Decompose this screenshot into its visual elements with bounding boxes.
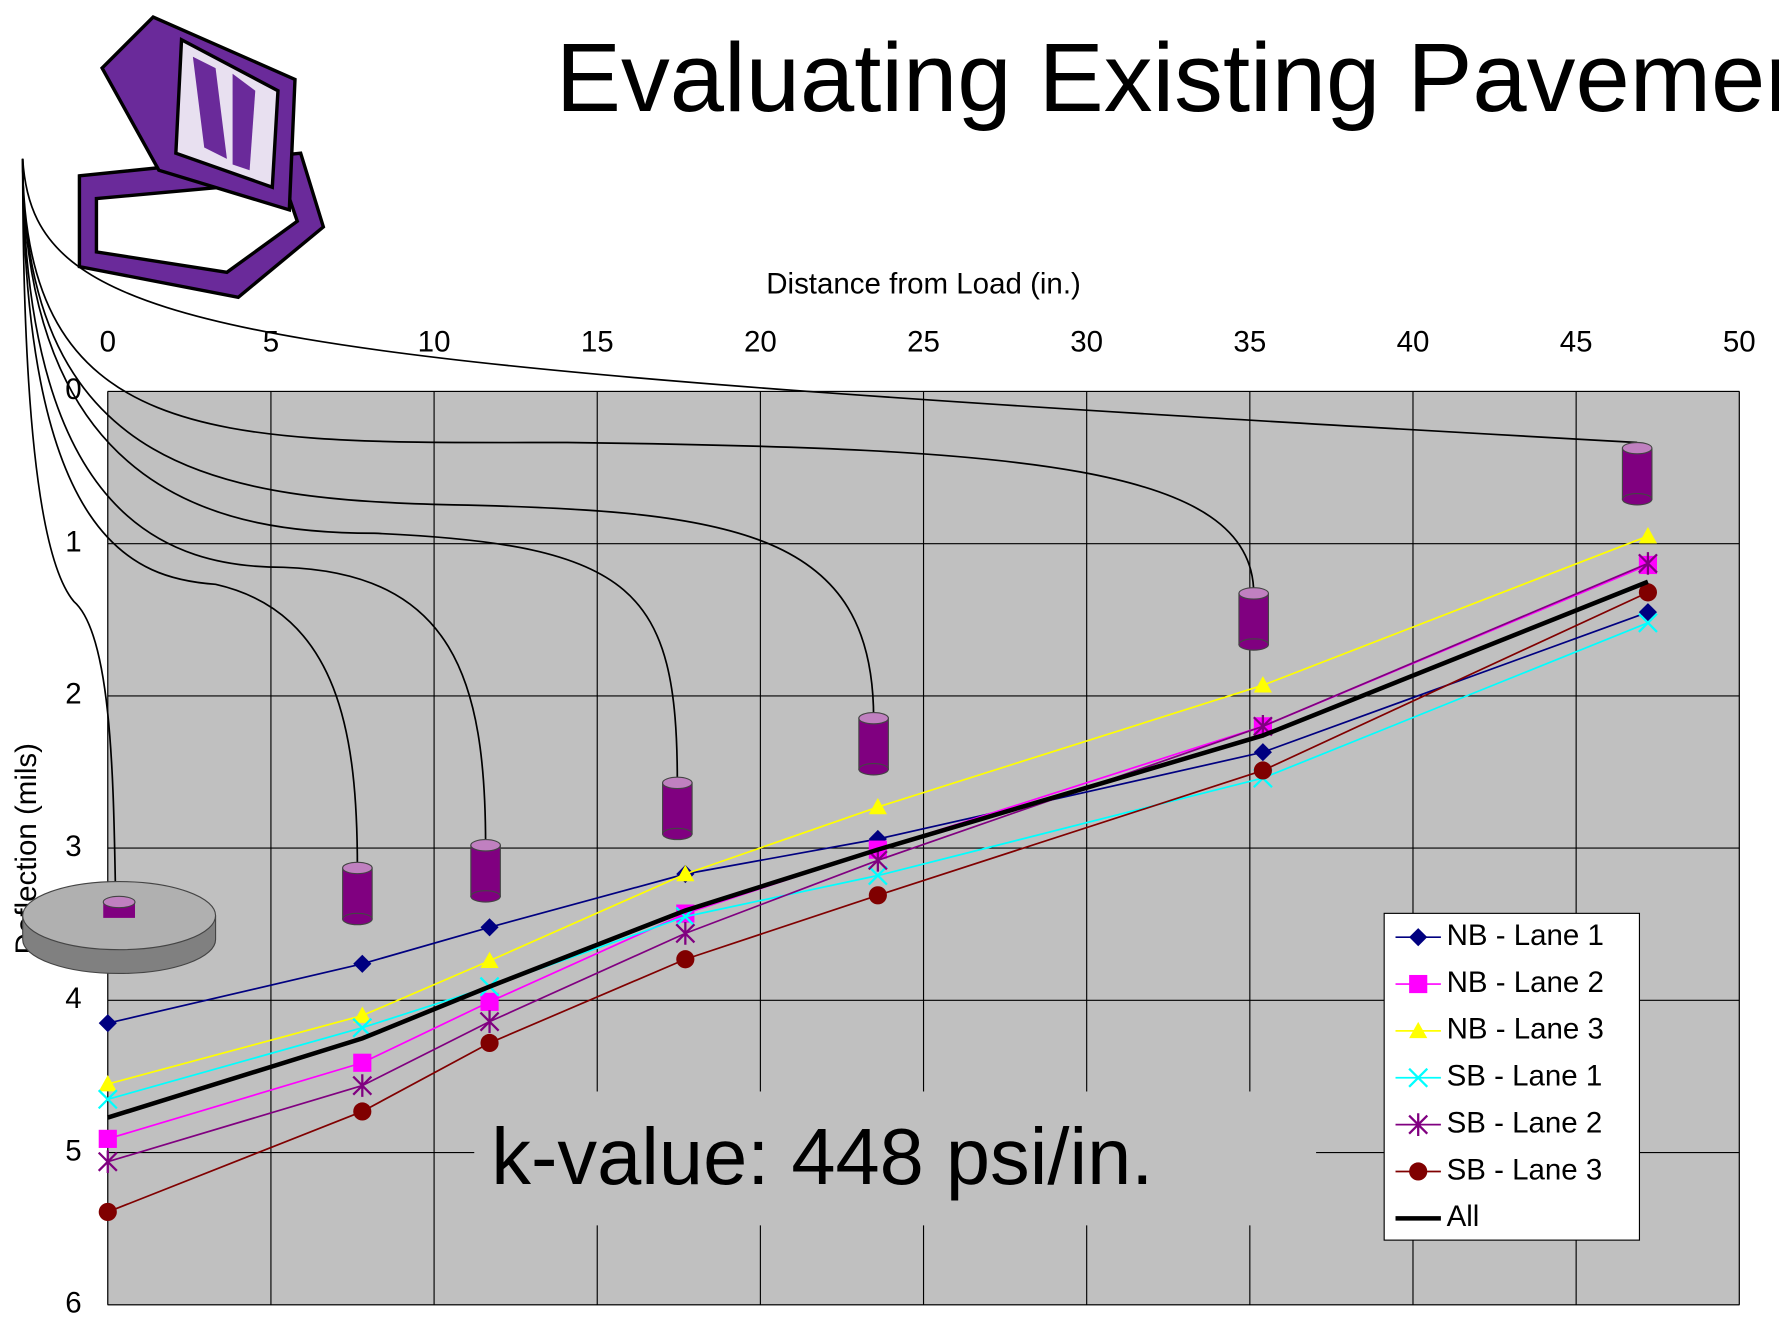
marker — [353, 1102, 371, 1120]
chart: Evaluating Existing Pavement Distance fr… — [0, 0, 1779, 1320]
sensor-base — [663, 828, 692, 839]
sensor-base — [471, 891, 500, 902]
sensor-body — [471, 845, 500, 896]
x-tick-label: 30 — [1070, 326, 1103, 359]
sensor-top — [1239, 588, 1268, 599]
x-tick-label: 10 — [418, 326, 451, 359]
chart-title: Evaluating Existing Pavement — [556, 23, 1779, 132]
computer-icon — [79, 17, 323, 297]
y-tick-label: 1 — [65, 525, 81, 558]
sensor-top — [471, 840, 500, 851]
annotation: k-value: 448 psi/in. — [491, 1112, 1153, 1201]
legend-label: NB - Lane 1 — [1447, 919, 1604, 952]
sensor-body — [663, 783, 692, 834]
y-tick-label: 6 — [65, 1287, 81, 1320]
marker — [1409, 975, 1427, 993]
x-tick-label: 20 — [744, 326, 777, 359]
marker — [480, 993, 498, 1011]
sensor-base — [859, 764, 888, 775]
sensor-base — [1239, 639, 1268, 650]
x-tick-label: 25 — [907, 326, 940, 359]
sensor-base — [343, 913, 372, 924]
marker — [1254, 761, 1272, 779]
sensor-body — [343, 868, 372, 919]
marker — [99, 1203, 117, 1221]
x-tick-label: 5 — [263, 326, 279, 359]
x-tick-label: 35 — [1233, 326, 1266, 359]
x-tick-label: 40 — [1397, 326, 1430, 359]
sensor-top — [1622, 442, 1651, 453]
y-tick-label: 4 — [65, 982, 81, 1015]
legend-label: NB - Lane 3 — [1447, 1013, 1604, 1046]
marker — [353, 1054, 371, 1072]
sensor-base — [1622, 494, 1651, 505]
load-plate — [23, 882, 216, 974]
y-tick-label: 3 — [65, 830, 81, 863]
marker — [480, 1034, 498, 1052]
legend-label: All — [1447, 1200, 1480, 1233]
y-tick-label: 0 — [65, 373, 81, 406]
sensor-top — [343, 862, 372, 873]
legend-label: SB - Lane 2 — [1447, 1106, 1603, 1139]
legend-label: SB - Lane 1 — [1447, 1060, 1603, 1093]
x-tick-label: 15 — [581, 326, 614, 359]
x-axis-title: Distance from Load (in.) — [766, 268, 1081, 301]
sensor-body — [1239, 593, 1268, 644]
marker — [1409, 1162, 1427, 1180]
y-tick-label: 5 — [65, 1134, 81, 1167]
legend-label: SB - Lane 3 — [1447, 1153, 1603, 1186]
sensor-body — [1622, 448, 1651, 499]
marker — [676, 950, 694, 968]
x-tick-label: 0 — [100, 326, 116, 359]
legend-label: NB - Lane 2 — [1447, 966, 1604, 999]
sensor-top — [663, 777, 692, 788]
y-tick-label: 2 — [65, 678, 81, 711]
sensor-body — [859, 718, 888, 769]
marker — [869, 886, 887, 904]
x-tick-label: 50 — [1723, 326, 1756, 359]
x-tick-label: 45 — [1560, 326, 1593, 359]
marker — [99, 1130, 117, 1148]
sensor-top — [859, 713, 888, 724]
